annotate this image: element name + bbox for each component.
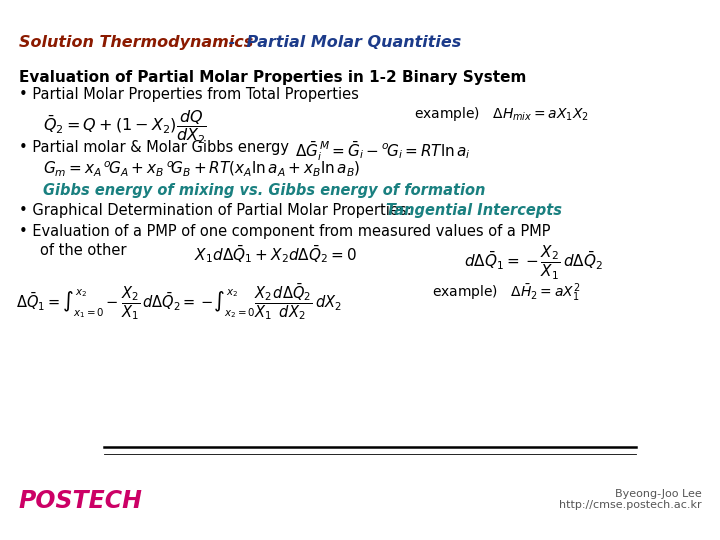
Text: Evaluation of Partial Molar Properties in 1-2 Binary System: Evaluation of Partial Molar Properties i… — [19, 70, 526, 85]
Text: -  Partial Molar Quantities: - Partial Molar Quantities — [223, 35, 462, 50]
Text: • Partial Molar Properties from Total Properties: • Partial Molar Properties from Total Pr… — [19, 87, 359, 103]
Text: example)   $\Delta\bar{H}_2 = aX_1^2$: example) $\Delta\bar{H}_2 = aX_1^2$ — [432, 282, 580, 304]
Text: Solution Thermodynamics: Solution Thermodynamics — [19, 35, 253, 50]
Text: $\Delta\bar{Q}_1 = \int_{x_1=0}^{x_2} -\dfrac{X_2}{X_1}\,d\Delta\bar{Q}_2 = -\!\: $\Delta\bar{Q}_1 = \int_{x_1=0}^{x_2} -\… — [16, 281, 341, 322]
Text: • Partial molar & Molar Gibbs energy: • Partial molar & Molar Gibbs energy — [19, 140, 289, 156]
Text: POSTECH: POSTECH — [19, 489, 143, 512]
Text: $G_m = x_A\,{^o\!}G_A + x_B\,{^o\!}G_B + RT(x_A \ln a_A + x_B \ln a_B)$: $G_m = x_A\,{^o\!}G_A + x_B\,{^o\!}G_B +… — [43, 159, 361, 178]
Text: Tangential Intercepts: Tangential Intercepts — [386, 203, 562, 218]
Text: • Evaluation of a PMP of one component from measured values of a PMP: • Evaluation of a PMP of one component f… — [19, 224, 550, 239]
Text: $d\Delta\bar{Q}_1 = -\dfrac{X_2}{X_1}\,d\Delta\bar{Q}_2$: $d\Delta\bar{Q}_1 = -\dfrac{X_2}{X_1}\,d… — [464, 244, 603, 282]
Text: • Graphical Determination of Partial Molar Properties:: • Graphical Determination of Partial Mol… — [19, 203, 420, 218]
Text: $X_1 d\Delta\bar{Q}_1 + X_2 d\Delta\bar{Q}_2 = 0$: $X_1 d\Delta\bar{Q}_1 + X_2 d\Delta\bar{… — [194, 243, 358, 265]
Text: of the other: of the other — [40, 243, 126, 258]
Text: Byeong-Joo Lee
http://cmse.postech.ac.kr: Byeong-Joo Lee http://cmse.postech.ac.kr — [559, 489, 701, 510]
Text: $\Delta \bar{G}_i^{\,M} = \bar{G}_i - {^o\!}G_i = RT\ln a_i$: $\Delta \bar{G}_i^{\,M} = \bar{G}_i - {^… — [295, 139, 471, 163]
Text: Gibbs energy of mixing vs. Gibbs energy of formation: Gibbs energy of mixing vs. Gibbs energy … — [43, 183, 485, 198]
Text: example)   $\Delta H_{mix} = aX_1 X_2$: example) $\Delta H_{mix} = aX_1 X_2$ — [414, 105, 589, 123]
Text: $\bar{Q}_2 = Q + (1-X_2)\dfrac{dQ}{dX_2}$: $\bar{Q}_2 = Q + (1-X_2)\dfrac{dQ}{dX_2}… — [43, 108, 207, 146]
